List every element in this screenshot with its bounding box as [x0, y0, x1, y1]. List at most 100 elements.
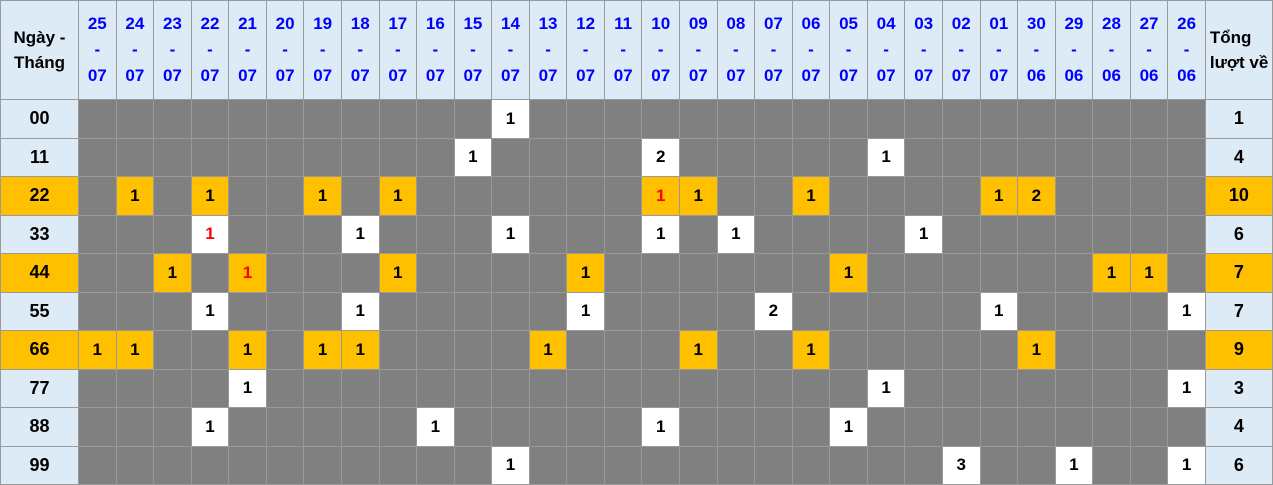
cell-empty [866, 214, 906, 254]
cell-66-19-07: 1 [303, 330, 342, 370]
col-header-08-07: 08-07 [716, 0, 756, 100]
col-header-05-07: 05-07 [829, 0, 868, 100]
cell-empty [115, 253, 155, 293]
cell-empty [228, 407, 267, 447]
cell-empty [941, 407, 981, 447]
cell-22-09-07: 1 [679, 176, 718, 216]
cell-empty [1092, 214, 1131, 254]
col-header-28-06: 28-06 [1092, 0, 1131, 100]
cell-empty [566, 368, 605, 408]
cell-empty [416, 368, 455, 408]
col-header-17-07: 17-07 [378, 0, 418, 100]
header-row: Ngày - Tháng 25-07 24-07 23-07 22-07 21-07 20… [0, 0, 1273, 100]
cell-empty [641, 445, 680, 485]
cell-empty [641, 368, 680, 408]
cell-empty [491, 291, 530, 331]
row-label-44: 44 [0, 253, 79, 293]
cell-empty [416, 214, 455, 254]
cell-empty [78, 253, 117, 293]
cell-empty [528, 445, 568, 485]
cell-66-25-07: 1 [78, 330, 117, 370]
row-total-44: 7 [1204, 253, 1273, 293]
cell-empty [416, 330, 455, 370]
table-row-66: 66 1 1 1 1 1 1 1 1 1 9 [0, 330, 1273, 370]
cell-empty [791, 368, 831, 408]
cell-empty [829, 99, 868, 139]
cell-empty [340, 368, 380, 408]
row-label-00: 00 [0, 99, 79, 139]
cell-empty [491, 330, 530, 370]
cell-empty [1017, 99, 1056, 139]
table-row-99: 99 1 3 1 1 6 [0, 445, 1273, 485]
cell-77-21-07: 1 [228, 368, 267, 408]
cell-empty [829, 137, 868, 177]
table-row-88: 88 1 1 1 1 4 [0, 407, 1273, 447]
cell-empty [1092, 176, 1131, 216]
col-header-11-07: 11-07 [603, 0, 643, 100]
cell-empty [829, 291, 868, 331]
cell-empty [716, 407, 756, 447]
col-header-19-07: 19-07 [303, 0, 342, 100]
cell-empty [1054, 407, 1094, 447]
cell-empty [1017, 214, 1056, 254]
cell-empty [904, 445, 943, 485]
cell-empty [228, 137, 267, 177]
cell-empty [716, 445, 756, 485]
row-label-88: 88 [0, 407, 79, 447]
cell-empty [416, 176, 455, 216]
cell-empty [1054, 291, 1094, 331]
cell-empty [754, 99, 793, 139]
cell-empty [303, 253, 342, 293]
cell-22-06-07: 1 [791, 176, 831, 216]
cell-empty [603, 137, 643, 177]
cell-empty [1017, 137, 1056, 177]
cell-empty [679, 291, 718, 331]
table-body: 00 1 1 11 1 2 1 4 22 1 1 1 1 1 1 1 1 2 10 33 1 1 1 1 1 1 6 44 1 1 1 1 1 1… [0, 99, 1273, 485]
cell-empty [378, 407, 418, 447]
cell-44-27-06: 1 [1129, 253, 1169, 293]
cell-22-19-07: 1 [303, 176, 342, 216]
row-total-99: 6 [1204, 445, 1273, 485]
cell-empty [115, 214, 155, 254]
cell-empty [904, 137, 943, 177]
row-total-77: 3 [1204, 368, 1273, 408]
cell-55-01-07: 1 [979, 291, 1019, 331]
cell-44-21-07: 1 [228, 253, 267, 293]
cell-empty [979, 99, 1019, 139]
cell-empty [941, 214, 981, 254]
cell-empty [866, 445, 906, 485]
cell-empty [115, 99, 155, 139]
cell-empty [1017, 407, 1056, 447]
cell-empty [829, 214, 868, 254]
cell-empty [904, 330, 943, 370]
cell-empty [265, 330, 305, 370]
cell-empty [416, 137, 455, 177]
cell-11-04-07: 1 [866, 137, 906, 177]
cell-empty [491, 253, 530, 293]
row-total-55: 7 [1204, 291, 1273, 331]
cell-empty [265, 368, 305, 408]
cell-empty [941, 291, 981, 331]
cell-empty [1129, 176, 1169, 216]
cell-empty [378, 137, 418, 177]
cell-empty [716, 368, 756, 408]
cell-66-30-06: 1 [1017, 330, 1056, 370]
cell-empty [1092, 368, 1131, 408]
cell-88-10-07: 1 [641, 407, 680, 447]
cell-empty [566, 99, 605, 139]
col-header-10-07: 10-07 [641, 0, 680, 100]
cell-empty [603, 445, 643, 485]
cell-empty [340, 137, 380, 177]
row-label-77: 77 [0, 368, 79, 408]
col-header-16-07: 16-07 [416, 0, 455, 100]
corner-header: Ngày - Tháng [0, 0, 79, 100]
cell-empty [603, 253, 643, 293]
row-total-00: 1 [1204, 99, 1273, 139]
cell-empty [153, 291, 192, 331]
cell-empty [1054, 330, 1094, 370]
cell-empty [78, 214, 117, 254]
cell-empty [78, 407, 117, 447]
cell-empty [115, 407, 155, 447]
table-row-44: 44 1 1 1 1 1 1 1 7 [0, 253, 1273, 293]
table-header: Ngày - Tháng 25-07 24-07 23-07 22-07 21-07 20… [0, 0, 1273, 100]
